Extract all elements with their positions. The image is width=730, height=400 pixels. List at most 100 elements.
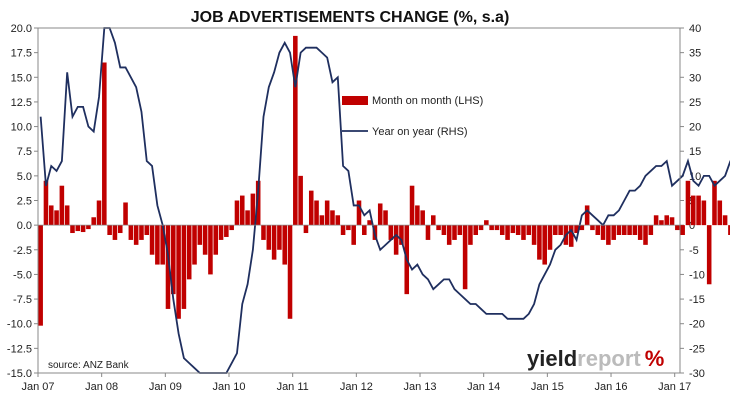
bar — [197, 225, 203, 245]
right-tick-label: -20 — [689, 319, 705, 331]
bar — [537, 225, 542, 260]
bar — [239, 195, 245, 226]
bar — [712, 180, 717, 226]
x-tick-label: Jan 13 — [404, 381, 437, 393]
bar — [675, 225, 680, 231]
bar — [446, 225, 452, 245]
bar — [48, 205, 54, 226]
bar — [680, 225, 685, 235]
bar — [627, 225, 632, 235]
x-axis: Jan 07 Jan 08 Jan 09 Jan 10 Jan 11 Jan 12 Jan … — [21, 373, 691, 393]
bar — [107, 225, 112, 235]
left-tick-label: 10.0 — [11, 122, 32, 134]
bar — [324, 200, 330, 226]
bar — [171, 225, 176, 295]
bar — [80, 225, 86, 233]
bar — [648, 225, 654, 235]
bar — [468, 225, 473, 245]
bar — [176, 225, 181, 319]
bar — [123, 202, 128, 226]
right-tick-label: -15 — [689, 294, 705, 306]
bar — [186, 225, 192, 280]
bar — [616, 225, 622, 235]
bar — [701, 200, 707, 226]
bar — [133, 225, 139, 245]
left-tick-label: -5.0 — [13, 269, 32, 281]
bar — [579, 225, 585, 231]
bar — [558, 225, 563, 235]
left-tick-label: -10.0 — [7, 319, 32, 331]
left-tick-label: -7.5 — [13, 294, 32, 306]
left-tick-label: 0.0 — [17, 220, 32, 232]
x-tick-label: Jan 08 — [85, 381, 118, 393]
svg-text:yieldreport%: yieldreport% — [527, 346, 664, 371]
bar — [457, 225, 463, 235]
bar — [526, 225, 532, 235]
right-axis: -30-25-20-15-10-50510152025303540 — [680, 23, 705, 380]
bar — [218, 225, 224, 240]
left-tick-label: 17.5 — [11, 48, 32, 60]
bar — [436, 225, 441, 231]
legend-line-label: Year on year (RHS) — [372, 126, 468, 138]
bar — [388, 225, 394, 240]
plot-frame — [37, 27, 681, 374]
bar — [308, 190, 314, 226]
bar — [155, 225, 160, 265]
bar — [128, 225, 134, 240]
x-tick-label: Jan 09 — [149, 381, 182, 393]
bar — [86, 225, 91, 230]
bar — [314, 200, 319, 226]
legend-bar-swatch — [342, 96, 368, 105]
bar — [547, 225, 553, 250]
bar — [282, 225, 287, 265]
bar — [208, 225, 213, 275]
left-axis: -15.0 -12.5 -10.0 -7.5 -5.0 -2.5 0.0 2.5 5.0 7.5 1… — [7, 23, 38, 380]
legend-bar-label: Month on month (LHS) — [372, 95, 483, 107]
logo-part-report: report — [577, 346, 641, 371]
bar — [330, 210, 335, 226]
bar — [653, 215, 659, 226]
bar — [393, 225, 399, 255]
right-tick-label: 15 — [689, 146, 701, 158]
bar — [335, 215, 341, 226]
year-on-year-line — [39, 27, 730, 374]
left-tick-label: 20.0 — [11, 23, 32, 35]
bar — [245, 210, 250, 226]
bar — [319, 215, 325, 226]
left-tick-label: -15.0 — [7, 368, 32, 380]
left-tick-label: 15.0 — [11, 72, 32, 84]
bar — [462, 225, 468, 290]
bar — [717, 200, 723, 226]
bar — [362, 225, 367, 235]
bar — [271, 225, 277, 260]
left-tick-label: 5.0 — [17, 171, 32, 183]
left-tick-label: 7.5 — [17, 146, 32, 158]
bar — [59, 185, 65, 226]
x-tick-label: Jan 14 — [467, 381, 500, 393]
bar — [234, 200, 240, 226]
bar — [659, 220, 664, 226]
chart-title: JOB ADVERTISEMENTS CHANGE (%, s.a) — [191, 9, 510, 26]
bar — [489, 225, 494, 231]
bar — [340, 225, 346, 235]
bar — [250, 193, 256, 226]
legend: Month on month (LHS) Year on year (RHS) — [342, 95, 483, 138]
bar — [574, 225, 579, 234]
bar — [213, 225, 219, 255]
bar — [293, 35, 298, 226]
bar — [112, 225, 118, 240]
bar — [499, 225, 505, 235]
bar — [494, 225, 500, 231]
bar — [409, 185, 415, 226]
bar — [144, 225, 150, 235]
bar — [356, 200, 362, 226]
bar — [91, 217, 96, 226]
bar — [478, 225, 484, 231]
bar — [643, 225, 648, 245]
bar — [622, 225, 627, 235]
bar — [568, 225, 574, 247]
source-note: source: ANZ Bank — [48, 360, 130, 371]
x-tick-label: Jan 17 — [658, 381, 691, 393]
bar — [415, 205, 420, 226]
bar — [377, 203, 383, 226]
